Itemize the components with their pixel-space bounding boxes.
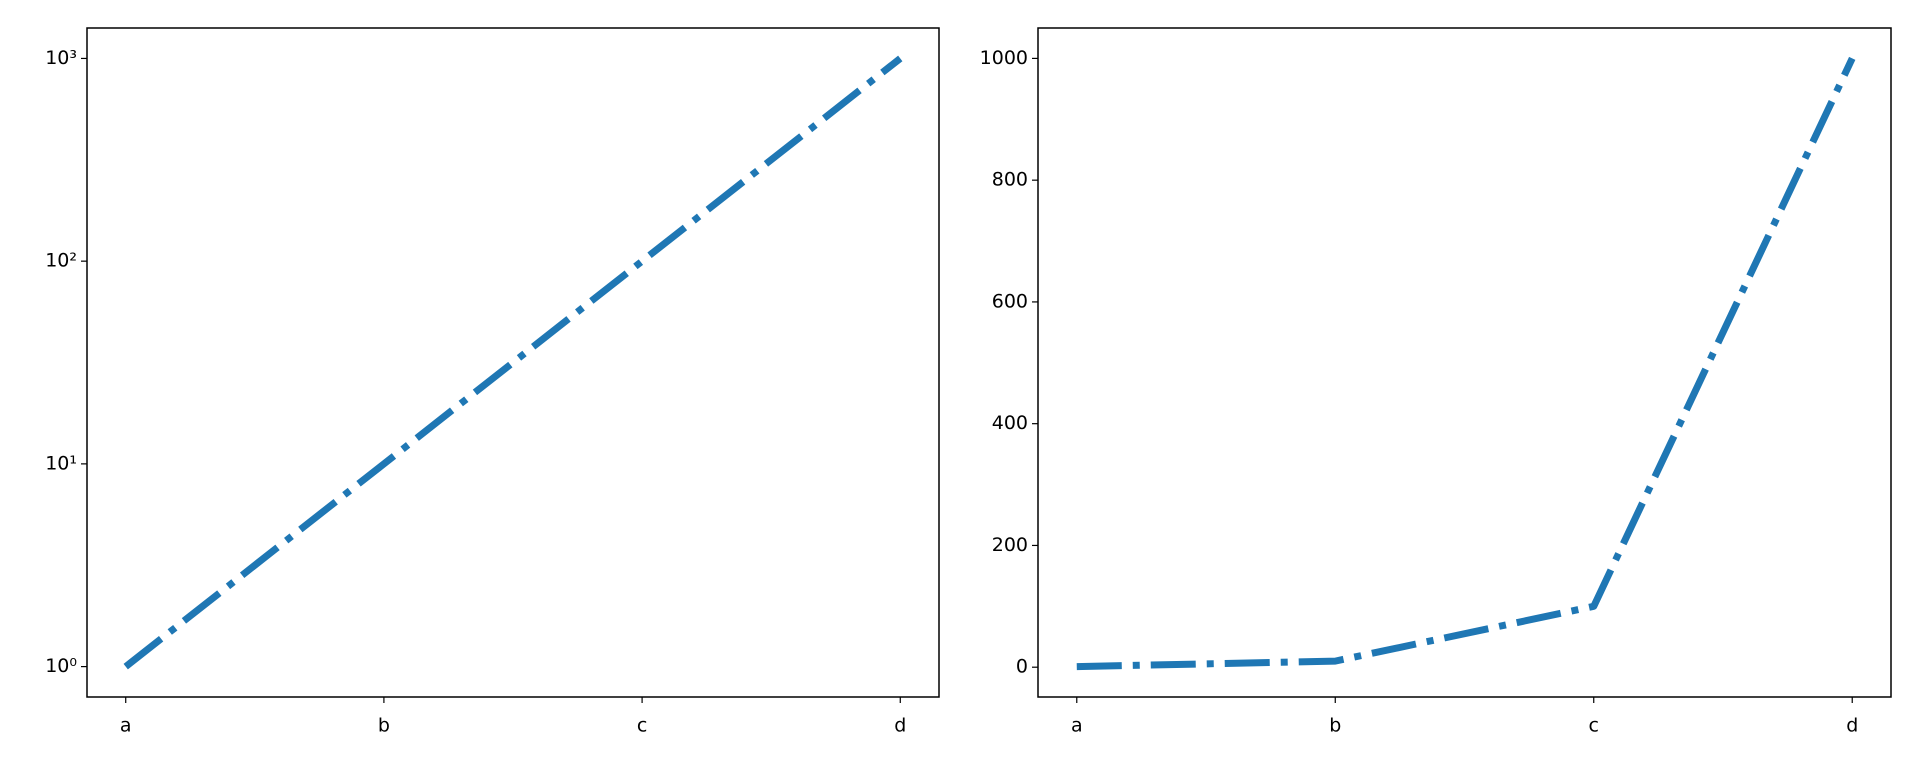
x-tick-label: a — [1071, 715, 1083, 737]
y-tick-label: 800 — [992, 169, 1028, 191]
y-tick-label: 1000 — [980, 47, 1028, 69]
x-tick-label: a — [120, 715, 132, 737]
y-tick-label: 0 — [1016, 656, 1028, 678]
x-tick-label: c — [637, 715, 647, 737]
y-tick-label: 10³ — [45, 47, 77, 69]
x-tick-label: d — [894, 715, 906, 737]
x-tick-label: b — [1329, 715, 1341, 737]
y-tick-label: 600 — [992, 290, 1028, 312]
plot-area — [1037, 27, 1892, 698]
y-tick-label: 10¹ — [45, 452, 77, 474]
y-tick-label: 400 — [992, 412, 1028, 434]
y-tick-label: 10² — [45, 250, 77, 272]
x-tick-label: d — [1846, 715, 1858, 737]
y-tick-label: 10⁰ — [45, 655, 77, 677]
plot-area — [86, 27, 940, 698]
y-tick-label: 200 — [992, 534, 1028, 556]
series-line — [1076, 56, 1856, 671]
x-tick-label: b — [378, 715, 390, 737]
x-tick-label: c — [1589, 715, 1599, 737]
series-line — [123, 55, 903, 670]
